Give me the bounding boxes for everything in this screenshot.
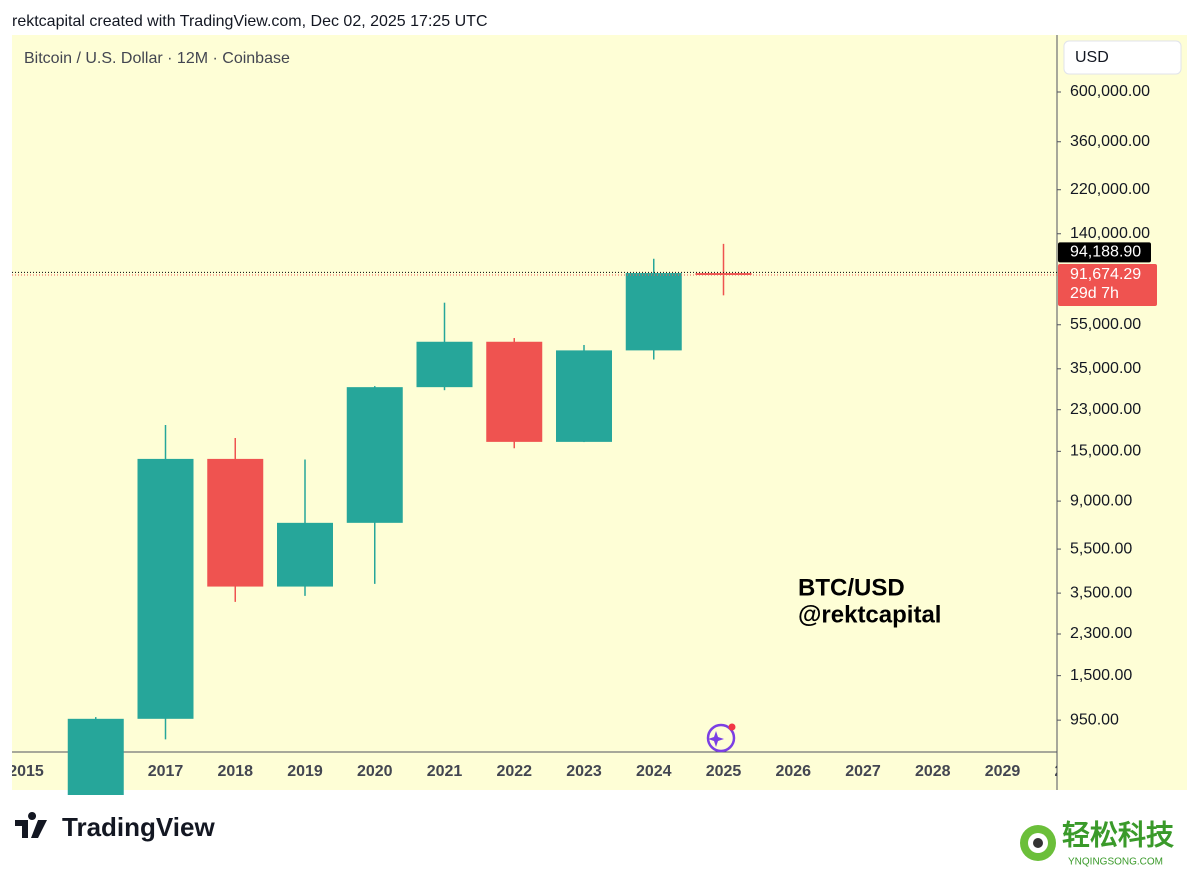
x-tick-label: 2023 [566,763,602,780]
candle-body [695,273,752,276]
x-tick-label: 2018 [217,763,253,780]
candle-body [346,387,403,523]
candle-body [67,718,124,795]
candle-body [416,341,473,388]
y-tick-label: 23,000.00 [1070,401,1141,418]
y-tick-label: 3,500.00 [1070,584,1132,601]
header: rektcapital created with TradingView.com… [12,13,488,30]
x-tick-label: 2017 [148,763,184,780]
y-tick-label: 600,000.00 [1070,83,1150,100]
price-label-box [1058,242,1151,263]
x-tick-label: 2026 [775,763,811,780]
watermark-title: 轻松科技 [1062,819,1174,850]
y-tick-label: 220,000.00 [1070,181,1150,198]
x-tick-label: 2021 [427,763,463,780]
price-label-box [1058,264,1157,307]
x-tick-label: 2027 [845,763,881,780]
x-tick-label: 2020 [357,763,393,780]
candle-body [277,522,333,587]
candle-body [486,341,543,442]
watermark-url: YNQINGSONG.COM [1068,857,1163,868]
x-tick-label: 2028 [915,763,951,780]
price-label: 91,674.29 [1070,266,1141,283]
y-tick-label: 140,000.00 [1070,225,1150,242]
candle-body [556,350,612,442]
plot-area: 2015201620172018201920202021202220232024… [8,243,1090,795]
candle-body [137,458,194,719]
y-tick-label: 360,000.00 [1070,133,1150,150]
y-tick-label: 5,500.00 [1070,540,1132,557]
y-tick-label: 2,300.00 [1070,625,1132,642]
x-tick-label: 2024 [636,763,672,780]
candle-body [625,273,682,351]
countdown-label: 29d 7h [1070,285,1119,302]
annotation: BTC/USD [798,574,905,601]
price-label: 94,188.90 [1070,244,1141,261]
y-tick-label: 15,000.00 [1070,443,1141,460]
watermark: 轻松科技 YNQINGSONG.COM [1020,819,1174,868]
currency-label[interactable]: USD [1075,49,1109,66]
candle-body [207,458,264,587]
y-tick-label: 1,500.00 [1070,667,1132,684]
currency-box[interactable] [1063,40,1182,75]
x-tick-label: 2015 [8,763,44,780]
x-tick-label: 2022 [496,763,532,780]
symbol-legend: Bitcoin / U.S. Dollar · 12M · Coinbase [24,50,290,67]
tradingview-logo[interactable]: TradingView [15,812,215,842]
x-tick-label: 2019 [287,763,323,780]
y-tick-label: 35,000.00 [1070,360,1141,377]
x-tick-label: 2025 [706,763,742,780]
x-tick-label: 2030 [1054,763,1090,780]
y-tick-label: 55,000.00 [1070,316,1141,333]
ai-icon[interactable] [706,723,736,753]
annotation: @rektcapital [798,601,941,628]
y-tick-label: 9,000.00 [1070,492,1132,509]
x-tick-label: 2029 [985,763,1021,780]
y-tick-label: 950.00 [1070,711,1119,728]
logo-text[interactable]: TradingView [62,812,215,842]
